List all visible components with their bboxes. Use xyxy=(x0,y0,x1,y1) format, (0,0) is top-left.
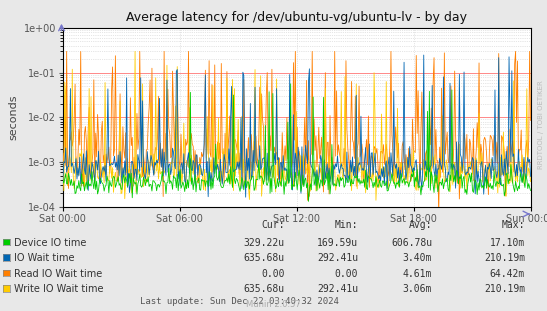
Text: Device IO time: Device IO time xyxy=(14,238,86,248)
Text: RRDTOOL / TOBI OETIKER: RRDTOOL / TOBI OETIKER xyxy=(538,80,544,169)
Title: Average latency for /dev/ubuntu-vg/ubuntu-lv - by day: Average latency for /dev/ubuntu-vg/ubunt… xyxy=(126,11,467,24)
Text: 0.00: 0.00 xyxy=(335,269,358,279)
Text: Avg:: Avg: xyxy=(409,220,432,230)
Text: 0.00: 0.00 xyxy=(261,269,284,279)
Text: Max:: Max: xyxy=(502,220,525,230)
Text: Read IO Wait time: Read IO Wait time xyxy=(14,269,102,279)
Text: 3.40m: 3.40m xyxy=(403,253,432,263)
Text: 3.06m: 3.06m xyxy=(403,284,432,294)
Text: 292.41u: 292.41u xyxy=(317,284,358,294)
Text: Min:: Min: xyxy=(335,220,358,230)
Text: 17.10m: 17.10m xyxy=(490,238,525,248)
Text: 635.68u: 635.68u xyxy=(243,284,284,294)
Text: 4.61m: 4.61m xyxy=(403,269,432,279)
Text: 169.59u: 169.59u xyxy=(317,238,358,248)
Text: Last update: Sun Dec 22 03:40:32 2024: Last update: Sun Dec 22 03:40:32 2024 xyxy=(140,297,339,306)
Text: Write IO Wait time: Write IO Wait time xyxy=(14,284,104,294)
Y-axis label: seconds: seconds xyxy=(8,95,18,140)
Text: 210.19m: 210.19m xyxy=(484,284,525,294)
Text: IO Wait time: IO Wait time xyxy=(14,253,75,263)
Text: Munin 2.0.57: Munin 2.0.57 xyxy=(246,300,301,309)
Text: Cur:: Cur: xyxy=(261,220,284,230)
Text: 64.42m: 64.42m xyxy=(490,269,525,279)
Text: 606.78u: 606.78u xyxy=(391,238,432,248)
Text: 292.41u: 292.41u xyxy=(317,253,358,263)
Text: 210.19m: 210.19m xyxy=(484,253,525,263)
Text: 329.22u: 329.22u xyxy=(243,238,284,248)
Text: 635.68u: 635.68u xyxy=(243,253,284,263)
